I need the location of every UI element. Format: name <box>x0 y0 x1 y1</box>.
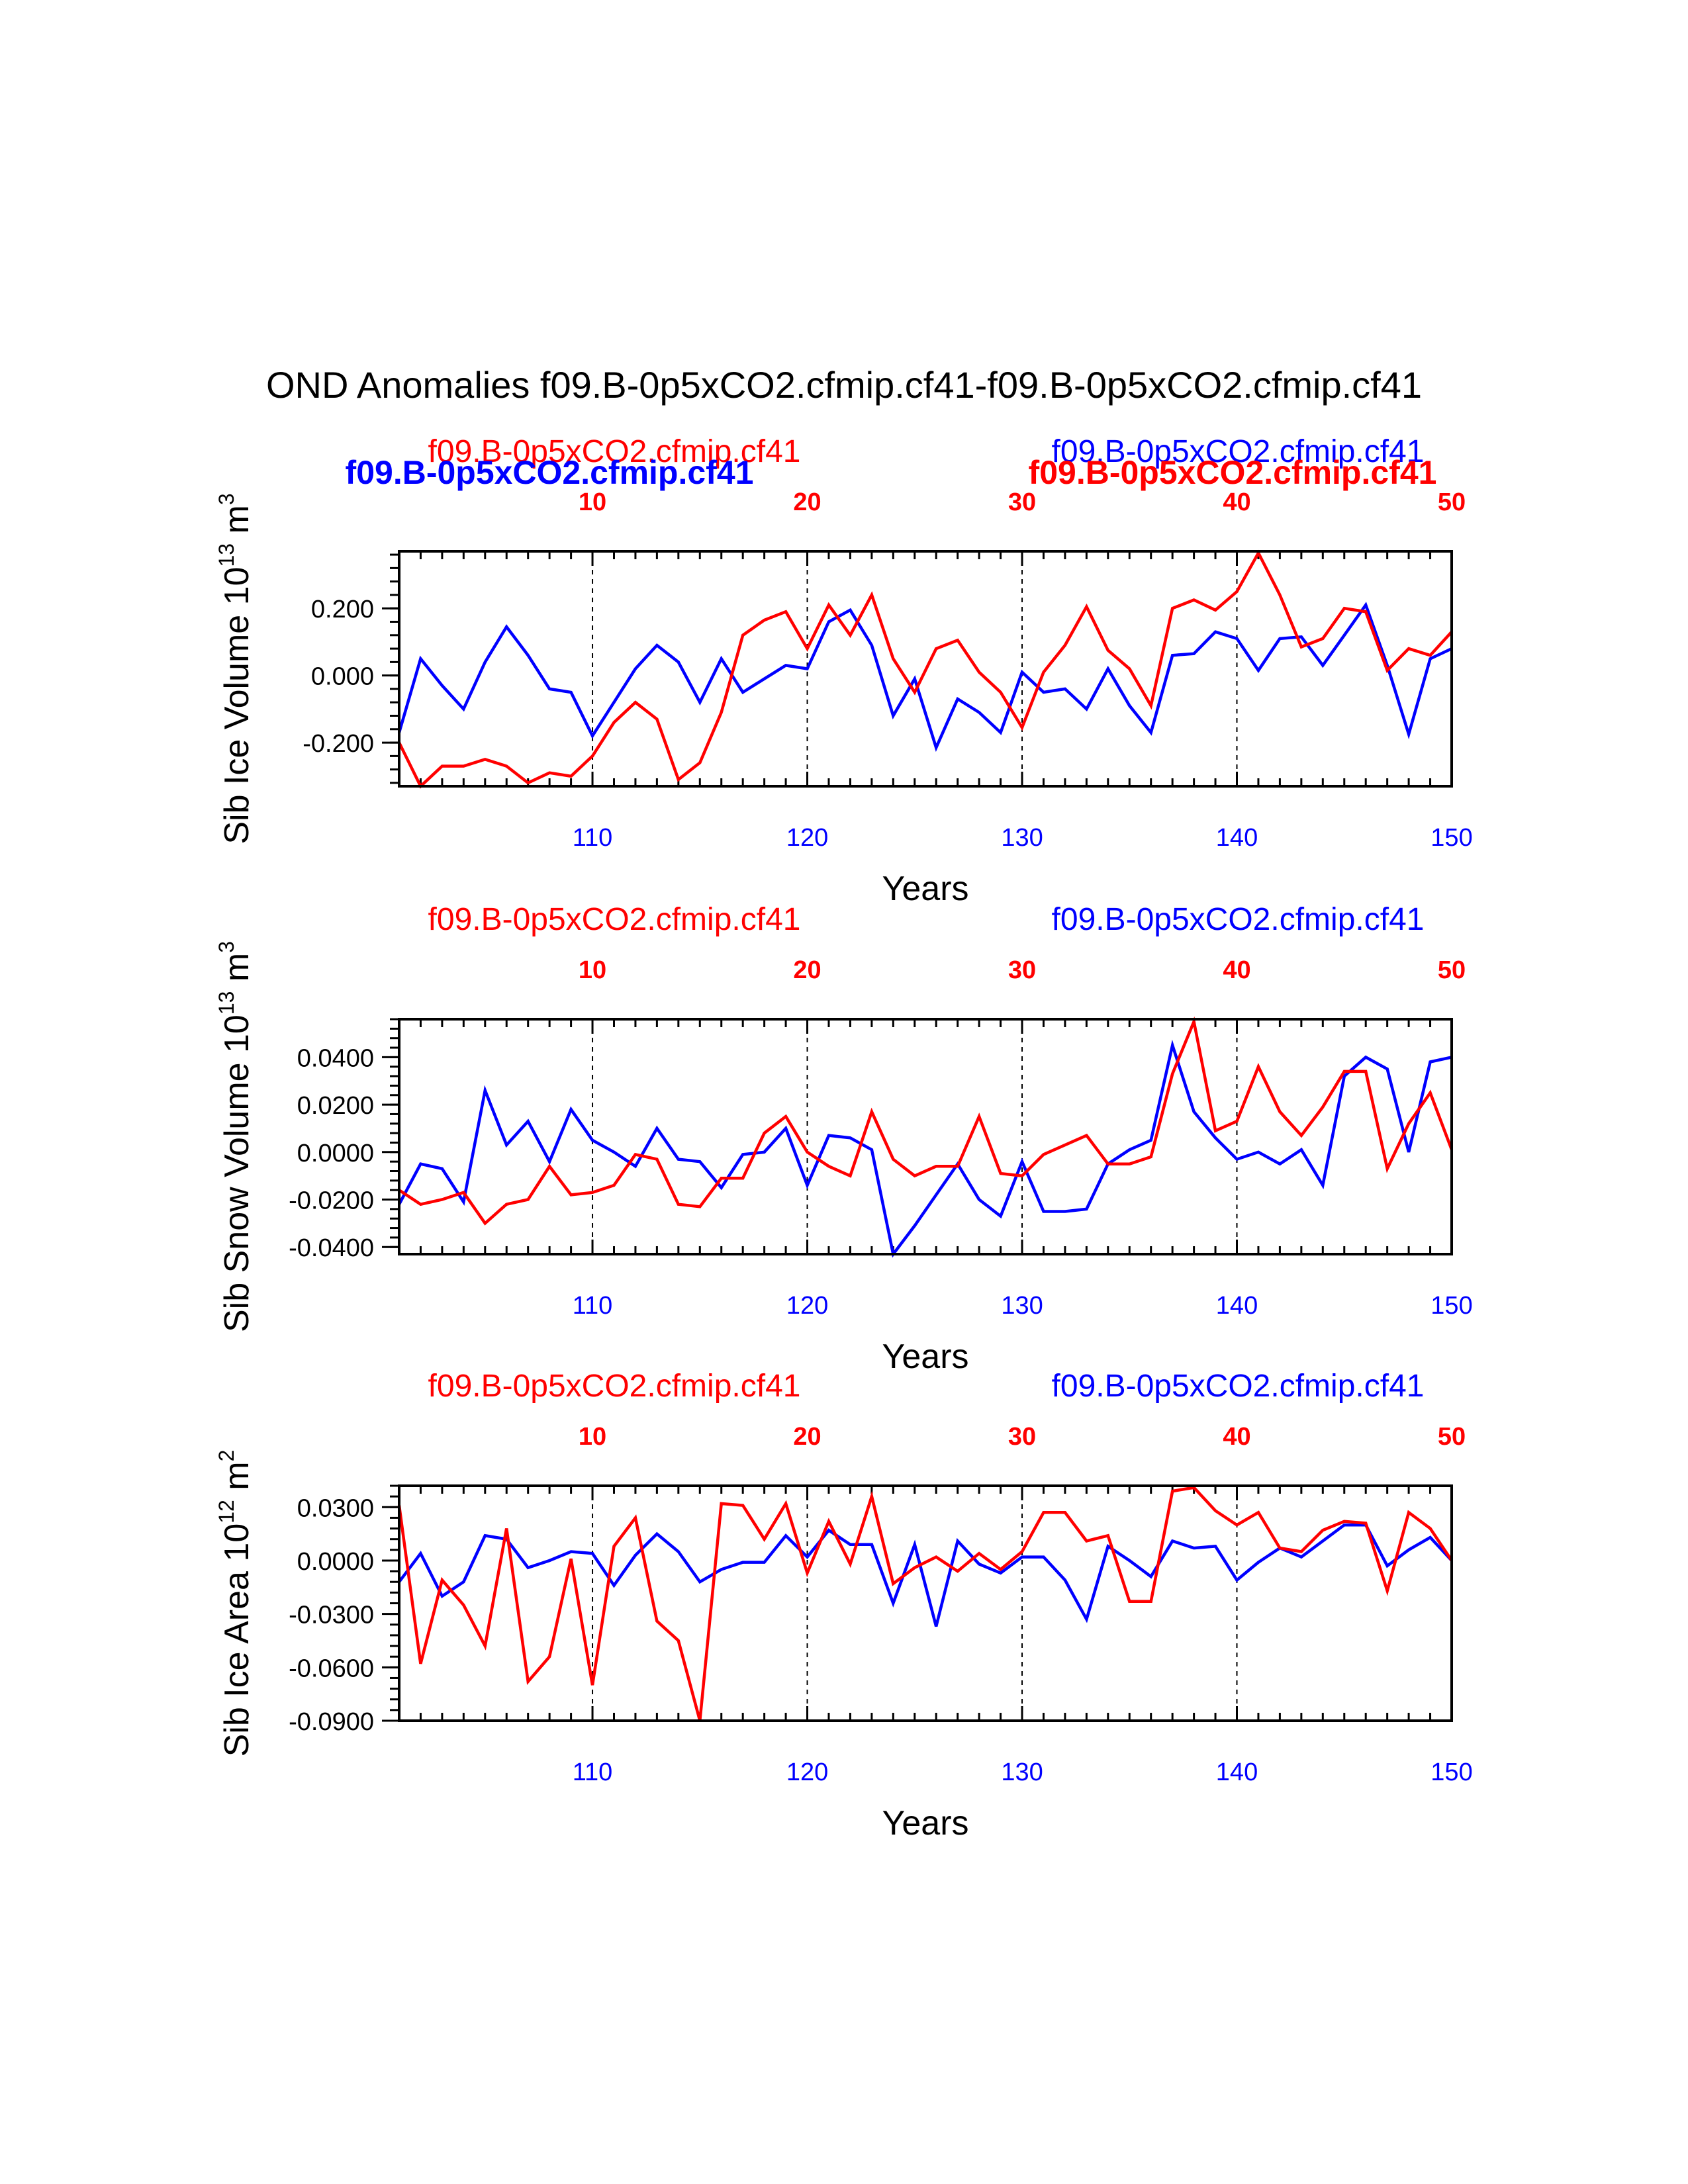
y-tick-label: -0.200 <box>303 730 374 758</box>
legend-bold-blue-label: f09.B-0p5xCO2.cfmip.cf41 <box>346 454 754 491</box>
legend-red-label: f09.B-0p5xCO2.cfmip.cf41 <box>428 902 801 937</box>
top-tick-label: 20 <box>793 1423 821 1451</box>
x-tick-label: 150 <box>1430 824 1472 852</box>
y-tick-label: 0.0200 <box>297 1092 374 1120</box>
top-tick-label: 10 <box>579 956 606 984</box>
top-tick-label: 20 <box>793 488 821 516</box>
legend-bold-red-label: f09.B-0p5xCO2.cfmip.cf41 <box>1029 454 1437 491</box>
figure-title: OND Anomalies f09.B-0p5xCO2.cfmip.cf41-f… <box>266 364 1422 406</box>
top-tick-label: 10 <box>579 488 606 516</box>
y-tick-label: 0.0400 <box>297 1044 374 1072</box>
top-tick-label: 50 <box>1438 488 1466 516</box>
x-tick-label: 140 <box>1216 1292 1258 1320</box>
legend-blue-label: f09.B-0p5xCO2.cfmip.cf41 <box>1052 1369 1425 1404</box>
y-axis-title: Sib Ice Area 1012 m2 <box>214 1450 256 1757</box>
x-tick-label: 140 <box>1216 1758 1258 1786</box>
top-tick-label: 40 <box>1223 488 1250 516</box>
x-tick-label: 110 <box>573 1292 613 1320</box>
y-tick-label: 0.000 <box>311 663 374 691</box>
y-tick-label: -0.0600 <box>289 1655 374 1682</box>
legend-blue-label: f09.B-0p5xCO2.cfmip.cf41 <box>1052 434 1425 469</box>
x-tick-label: 120 <box>786 1292 828 1320</box>
series-line-red <box>397 1486 1453 1721</box>
top-tick-label: 30 <box>1008 956 1036 984</box>
legend-red-label: f09.B-0p5xCO2.cfmip.cf41 <box>428 1369 801 1404</box>
x-tick-label: 120 <box>786 824 828 852</box>
x-tick-label: 150 <box>1430 1758 1472 1786</box>
y-tick-label: 0.0300 <box>297 1494 374 1522</box>
series-line-blue <box>398 1039 1452 1258</box>
top-tick-label: 50 <box>1438 1423 1466 1451</box>
top-tick-label: 40 <box>1223 956 1250 984</box>
series-line-red <box>397 549 1453 789</box>
x-tick-label: 150 <box>1430 1292 1472 1320</box>
x-tick-label: 130 <box>1001 824 1043 852</box>
top-tick-label: 50 <box>1438 956 1466 984</box>
x-tick-label: 130 <box>1001 1292 1043 1320</box>
y-tick-label: 0.200 <box>311 596 374 623</box>
top-tick-label: 30 <box>1008 488 1036 516</box>
chart-panel-ice-area: -0.0900 -0.0600 -0.0300 0.0000 0.0300 110 120 1… <box>214 1369 1473 1843</box>
series-line-blue <box>398 1523 1453 1627</box>
y-tick-label: -0.0200 <box>289 1187 374 1215</box>
y-axis-title: Sib Snow Volume 1013 m3 <box>214 941 256 1332</box>
top-tick-label: 30 <box>1008 1423 1036 1451</box>
x-axis-title: Years <box>882 870 968 908</box>
x-axis-title: Years <box>882 1804 968 1843</box>
x-tick-label: 110 <box>573 824 613 852</box>
chart-panel-ice-volume: -0.200 0.000 0.200 110 120 130 140 150 10 20 30 40 5… <box>214 434 1473 908</box>
top-tick-label: 10 <box>579 1423 606 1451</box>
top-tick-label: 20 <box>793 956 821 984</box>
y-axis-title: Sib Ice Volume 1013 m3 <box>214 493 256 844</box>
plot-frame <box>398 550 1453 788</box>
panels: -0.200 0.000 0.200 110 120 130 140 150 10 20 30 40 5… <box>214 434 1473 1843</box>
plot-frame <box>398 1484 1453 1722</box>
y-tick-label: -0.0900 <box>289 1708 374 1736</box>
top-tick-label: 40 <box>1223 1423 1250 1451</box>
y-tick-label: 0.0000 <box>297 1548 374 1576</box>
plot-frame <box>398 1018 1453 1255</box>
legend-blue-label: f09.B-0p5xCO2.cfmip.cf41 <box>1052 902 1425 937</box>
y-tick-label: -0.0400 <box>289 1234 374 1262</box>
x-tick-label: 110 <box>573 1758 613 1786</box>
x-tick-label: 130 <box>1001 1758 1043 1786</box>
series-line-red <box>398 1016 1454 1226</box>
y-tick-label: 0.0000 <box>297 1140 374 1167</box>
series-line-blue <box>397 602 1452 752</box>
chart-panel-snow-volume: -0.0400 -0.0200 0.0000 0.0200 0.0400 110 120 13… <box>214 902 1473 1376</box>
x-axis-title: Years <box>882 1338 968 1376</box>
y-tick-label: -0.0300 <box>289 1602 374 1629</box>
x-tick-label: 140 <box>1216 824 1258 852</box>
x-tick-label: 120 <box>786 1758 828 1786</box>
legend-red-label: f09.B-0p5xCO2.cfmip.cf41 <box>428 434 801 469</box>
